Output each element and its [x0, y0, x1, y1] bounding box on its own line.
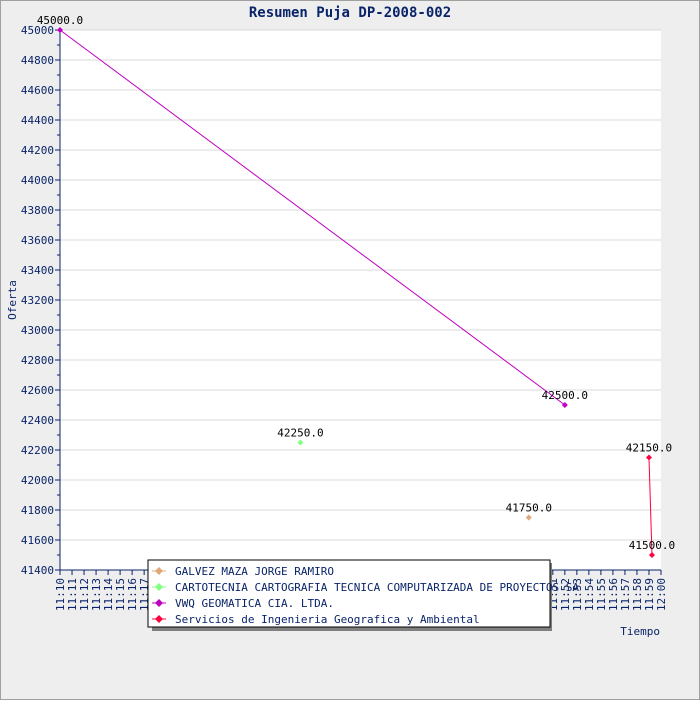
y-axis: 41400 41600 41800 42000 42200 42400 42600 42800…: [21, 24, 61, 577]
y-tick-label: 43000: [21, 324, 54, 337]
y-tick-label: 42600: [21, 384, 54, 397]
y-tick-label: 43400: [21, 264, 54, 277]
data-point: [57, 27, 63, 33]
y-tick-label: 41800: [21, 504, 54, 517]
series-0: 41750.0: [506, 502, 552, 521]
y-tick-label: 44800: [21, 54, 54, 67]
x-tick-label: 11:10: [54, 578, 67, 611]
y-tick-label: 43200: [21, 294, 54, 307]
data-point: [645, 454, 652, 461]
x-tick-label: 11:54: [583, 578, 596, 611]
y-tick-label: 41600: [21, 534, 54, 547]
legend-label: Servicios de Ingenieria Geografica y Amb…: [175, 613, 480, 626]
data-label: 42250.0: [277, 427, 323, 440]
y-tick-label: 44400: [21, 114, 54, 127]
x-tick-label: 11:56: [607, 578, 620, 611]
x-tick-label: 11:13: [90, 578, 103, 611]
chart-title: Resumen Puja DP-2008-002: [249, 5, 451, 21]
series-3: 42150.0 41500.0: [626, 442, 675, 558]
data-point: [297, 439, 304, 446]
y-tick-label: 42800: [21, 354, 54, 367]
legend: GALVEZ MAZA JORGE RAMIRO CARTOTECNIA CART…: [147, 559, 579, 631]
y-tick-label: 41400: [21, 564, 54, 577]
data-label: 42150.0: [626, 442, 672, 455]
y-tick-label: 42200: [21, 444, 54, 457]
legend-marker: [155, 583, 163, 591]
x-tick-label: 11:58: [631, 578, 644, 611]
legend-label: GALVEZ MAZA JORGE RAMIRO: [175, 565, 334, 578]
legend-label: CARTOTECNIA CARTOGRAFIA TECNICA COMPUTAR…: [175, 581, 579, 594]
x-tick-label: 11:16: [126, 578, 139, 611]
y-tick-label: 42000: [21, 474, 54, 487]
data-point: [648, 552, 655, 558]
y-tick-label: 44600: [21, 84, 54, 97]
series-1: 42250.0: [277, 427, 324, 446]
x-tick-label: 11:55: [595, 578, 608, 611]
data-label: 42500.0: [542, 389, 588, 402]
legend-marker: [155, 567, 163, 575]
data-label: 45000.0: [37, 14, 83, 27]
data-label: 41750.0: [506, 502, 552, 515]
y-tick-label: 42400: [21, 414, 54, 427]
x-tick-label: 11:15: [114, 578, 127, 611]
x-tick-label: 12:00: [655, 578, 668, 611]
y-tick-label: 43800: [21, 204, 54, 217]
legend-marker: [155, 615, 163, 623]
x-tick-label: 11:12: [78, 578, 91, 611]
y-tick-label: 44200: [21, 144, 54, 157]
y-axis-title: Oferta: [6, 280, 19, 320]
series-line: [648, 457, 653, 556]
y-tick-label: 45000: [21, 24, 54, 37]
x-tick-label: 11:11: [66, 578, 79, 611]
legend-marker: [155, 599, 163, 607]
y-tick-label: 44000: [21, 174, 54, 187]
x-tick-label: 11:53: [571, 578, 584, 611]
x-tick-label: 11:52: [559, 578, 572, 611]
x-axis-title: Tiempo: [620, 625, 660, 638]
legend-box: [147, 559, 551, 628]
x-tick-label: 11:14: [102, 578, 115, 611]
series-2: 45000.0 42500.0: [37, 14, 588, 408]
data-point: [561, 402, 568, 408]
x-tick-label: 11:59: [643, 578, 656, 611]
legend-items: GALVEZ MAZA JORGE RAMIRO CARTOTECNIA CART…: [152, 565, 579, 626]
series-layer: 41750.0 42250.0 45000.0 42500.0 42150.0 41500…: [37, 14, 675, 558]
data-label: 41500.0: [629, 539, 675, 552]
data-point: [525, 514, 532, 521]
legend-label: VWQ GEOMATICA CIA. LTDA.: [175, 597, 334, 610]
y-tick-label: 43600: [21, 234, 54, 247]
x-tick-label: 11:57: [619, 578, 632, 611]
series-line: [59, 29, 566, 406]
